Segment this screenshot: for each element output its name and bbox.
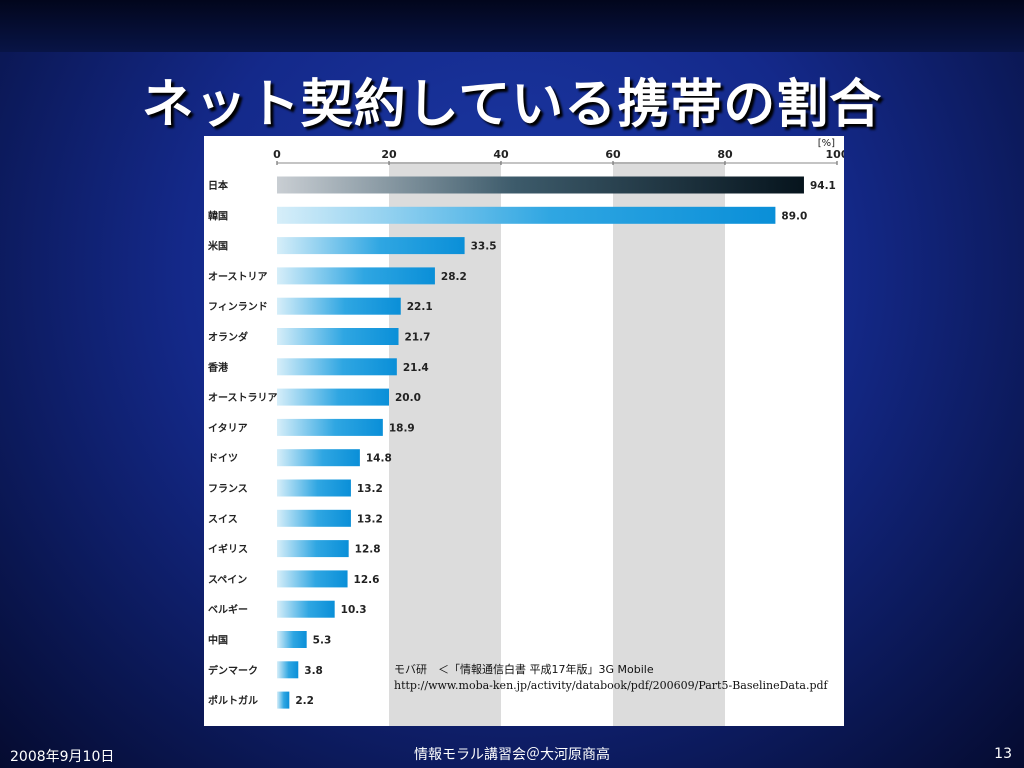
category-label: オーストラリア	[208, 392, 278, 404]
page-number: 13	[994, 746, 1012, 762]
bar	[277, 570, 348, 588]
unit-label: [%]	[818, 138, 835, 149]
category-label: スイス	[208, 513, 238, 525]
grid-band	[389, 162, 501, 726]
x-tick-label: 40	[493, 148, 509, 161]
data-label: 22.1	[407, 301, 433, 313]
category-label: フィンランド	[208, 301, 268, 313]
x-tick-label: 60	[605, 148, 621, 161]
data-label: 18.9	[389, 422, 415, 434]
bar	[277, 176, 804, 194]
category-label: オランダ	[208, 331, 248, 344]
category-label: デンマーク	[208, 664, 258, 677]
category-label: イタリア	[208, 422, 248, 434]
category-label: ドイツ	[208, 453, 238, 465]
category-label: 韓国	[208, 209, 228, 222]
footer-date: 2008年9月10日	[10, 749, 115, 765]
bar	[277, 237, 465, 255]
grid-band	[613, 162, 725, 726]
x-tick-label: 0	[273, 148, 281, 161]
bar	[277, 479, 351, 497]
bar	[277, 631, 307, 648]
data-label: 13.2	[357, 513, 383, 525]
source-title: モバ研 ＜「情報通信白書 平成17年版」3G Mobile	[394, 663, 654, 676]
data-label: 3.8	[304, 665, 323, 677]
bar	[277, 540, 349, 558]
bar	[277, 691, 290, 709]
data-label: 94.1	[810, 180, 836, 192]
data-label: 33.5	[471, 241, 497, 253]
category-label: 香港	[208, 361, 229, 374]
data-label: 21.4	[403, 362, 429, 374]
category-label: ポルトガル	[208, 694, 258, 707]
bar	[277, 600, 335, 618]
bar	[277, 509, 351, 527]
chart-panel: 0 20 40 60 80 100[%] 日本 94.1 韓国 89.0 米国 33.5 オーストリア…	[204, 136, 844, 726]
source-url: http://www.moba-ken.jp/activity/databook…	[394, 679, 828, 692]
bar	[277, 297, 401, 315]
slide-title: ネット契約している携帯の割合	[141, 75, 883, 135]
data-label: 28.2	[441, 271, 467, 283]
bar	[277, 328, 399, 345]
category-label: スペイン	[208, 574, 247, 586]
category-label: 米国	[208, 240, 228, 253]
data-label: 20.0	[395, 392, 421, 404]
bar	[277, 661, 299, 679]
bar	[277, 358, 397, 376]
data-label: 21.7	[405, 332, 431, 344]
x-tick-label: 80	[717, 148, 733, 161]
data-label: 12.6	[354, 574, 380, 586]
data-label: 12.8	[355, 544, 381, 556]
x-tick-label: 100	[826, 148, 844, 161]
data-label: 14.8	[366, 453, 392, 465]
bar	[277, 418, 383, 436]
data-label: 10.3	[341, 604, 367, 616]
top-band	[0, 0, 1024, 52]
data-label: 2.2	[295, 695, 314, 707]
bar	[277, 206, 776, 224]
category-label: 日本	[208, 179, 229, 192]
source-citation: モバ研 ＜「情報通信白書 平成17年版」3G Mobile http://www…	[394, 662, 828, 694]
data-label: 13.2	[357, 483, 383, 495]
x-tick-label: 20	[381, 148, 397, 161]
footer-title: 情報モラル講習会＠大河原商高	[414, 747, 610, 763]
category-label: 中国	[208, 634, 228, 647]
bar	[277, 267, 435, 285]
category-label: フランス	[208, 483, 248, 495]
bar	[277, 388, 389, 406]
data-label: 5.3	[313, 635, 332, 647]
bar	[277, 449, 360, 467]
category-label: イギリス	[208, 543, 248, 556]
bar-chart: 0 20 40 60 80 100[%] 日本 94.1 韓国 89.0 米国 33.5 オーストリア…	[208, 138, 844, 726]
category-label: ベルギー	[208, 603, 248, 616]
category-label: オーストリア	[208, 271, 268, 283]
data-label: 89.0	[781, 210, 807, 222]
